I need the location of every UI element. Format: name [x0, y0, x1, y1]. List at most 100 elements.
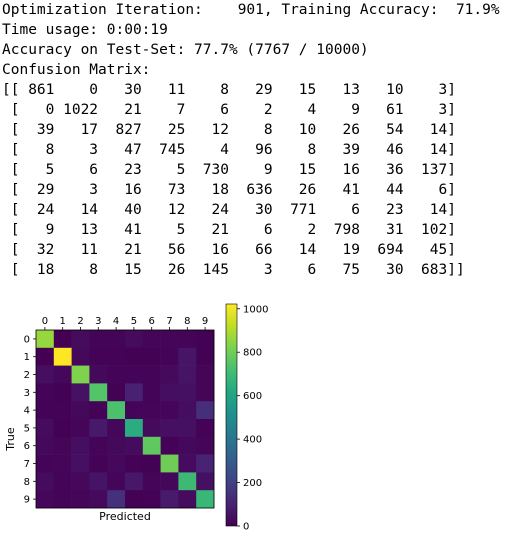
heatmap-cell: [125, 347, 144, 366]
matrix-row-text: [ 5 6 23 5 730 9 15 16 36 137]: [2, 162, 456, 178]
heatmap-cell: [36, 419, 55, 438]
heatmap-cell: [53, 454, 72, 473]
x-tick-label: 9: [202, 316, 208, 327]
heatmap-cell: [196, 436, 215, 455]
colorbar: [225, 303, 238, 527]
heatmap-cell: [125, 401, 144, 420]
heatmap-cell: [196, 347, 215, 366]
heatmap-cell: [160, 330, 179, 349]
heatmap-cell: [53, 419, 72, 438]
y-axis-ticks: 0 1 2 3 4 5 6 7 8 9: [24, 334, 36, 506]
heatmap-cell: [125, 383, 144, 402]
heatmap-cell: [53, 401, 72, 420]
heatmap-cell: [89, 330, 108, 349]
heatmap-cell: [178, 401, 197, 420]
heatmap-cell: [142, 436, 161, 455]
heatmap-cell: [71, 330, 90, 349]
matrix-row-text: [ 9 13 41 5 21 6 2 798 31 102]: [2, 222, 456, 238]
heatmap-cell: [71, 436, 90, 455]
heatmap-cell: [196, 330, 215, 349]
heatmap-cell: [196, 419, 215, 438]
heatmap-cell: [125, 330, 144, 349]
y-axis-label: True: [4, 427, 17, 452]
x-axis-label: Predicted: [99, 510, 151, 523]
heatmap-cell: [36, 454, 55, 473]
heatmap-cell: [53, 330, 72, 349]
heatmap-cell: [107, 383, 126, 402]
heatmap-cell: [142, 490, 161, 509]
y-tick-label: 6: [24, 441, 30, 452]
heatmap-cell: [178, 383, 197, 402]
heatmap-cell: [178, 330, 197, 349]
heatmap-cell: [36, 472, 55, 491]
heatmap-cell: [107, 454, 126, 473]
heatmap-cell: [71, 383, 90, 402]
heatmap-cell: [107, 472, 126, 491]
x-tick-label: 0: [42, 316, 48, 327]
heatmap-cells: [36, 330, 215, 509]
heatmap-cell: [107, 419, 126, 438]
colorbar-tick-label: 200: [243, 478, 262, 489]
heatmap-cell: [89, 347, 108, 366]
heatmap-cell: [160, 419, 179, 438]
y-tick-label: 2: [24, 370, 30, 381]
x-tick-label: 8: [184, 316, 190, 327]
matrix-row-text: [ 32 11 21 56 16 66 14 19 694 45]: [2, 242, 456, 258]
matrix-row-text: [ 0 1022 21 7 6 2 4 9 61 3]: [2, 102, 456, 118]
output-line: Confusion Matrix:: [2, 62, 151, 78]
output-line: Optimization Iteration: 901, Training Ac…: [2, 2, 500, 18]
heatmap-cell: [160, 347, 179, 366]
heatmap-cell: [178, 454, 197, 473]
heatmap-cell: [107, 436, 126, 455]
heatmap-cell: [142, 401, 161, 420]
heatmap-cell: [125, 490, 144, 509]
x-tick-label: 1: [60, 316, 66, 327]
y-tick-label: 9: [24, 495, 30, 506]
colorbar-tick-label: 1000: [243, 304, 268, 315]
y-tick-label: 3: [24, 388, 30, 399]
y-tick-label: 7: [24, 459, 30, 470]
heatmap-cell: [89, 419, 108, 438]
heatmap-cell: [89, 401, 108, 420]
heatmap-cell: [125, 436, 144, 455]
heatmap-cell: [36, 436, 55, 455]
matrix-row-text: [ 29 3 16 73 18 636 26 41 44 6]: [2, 182, 456, 198]
heatmap-cell: [142, 347, 161, 366]
heatmap-cell: [160, 454, 179, 473]
heatmap-cell: [89, 365, 108, 384]
heatmap-cell: [36, 490, 55, 509]
matrix-row-text: [ 8 3 47 745 4 96 8 39 46 14]: [2, 142, 456, 158]
x-tick-label: 6: [149, 316, 155, 327]
heatmap-cell: [142, 330, 161, 349]
y-tick-label: 0: [24, 334, 30, 345]
heatmap-cell: [89, 454, 108, 473]
heatmap-cell: [89, 472, 108, 491]
heatmap-cell: [125, 472, 144, 491]
heatmap-cell: [178, 436, 197, 455]
heatmap-frame: [35, 329, 215, 509]
heatmap-cell: [71, 347, 90, 366]
output-line: Accuracy on Test-Set: 77.7% (7767 / 1000…: [2, 42, 369, 58]
matrix-row-text: [ 24 14 40 12 24 30 771 6 23 14]: [2, 202, 456, 218]
heatmap-cell: [107, 401, 126, 420]
heatmap-cell: [142, 419, 161, 438]
heatmap-cell: [196, 383, 215, 402]
x-tick-label: 7: [166, 316, 172, 327]
heatmap-cell: [160, 365, 179, 384]
heatmap-cell: [36, 365, 55, 384]
heatmap-cell: [36, 383, 55, 402]
colorbar-ticks: 0 200 400 600 800 1000: [237, 304, 268, 533]
heatmap-cell: [53, 472, 72, 491]
heatmap-cell: [71, 365, 90, 384]
heatmap-cell: [160, 490, 179, 509]
matrix-row-text: [ 39 17 827 25 12 8 10 26 54 14]: [2, 122, 456, 138]
y-tick-label: 8: [24, 477, 30, 488]
heatmap-cell: [178, 490, 197, 509]
heatmap-cell: [107, 365, 126, 384]
heatmap-cell: [125, 365, 144, 384]
heatmap-cell: [142, 383, 161, 402]
heatmap-cell: [142, 454, 161, 473]
heatmap-cell: [36, 330, 55, 349]
heatmap-cell: [107, 347, 126, 366]
